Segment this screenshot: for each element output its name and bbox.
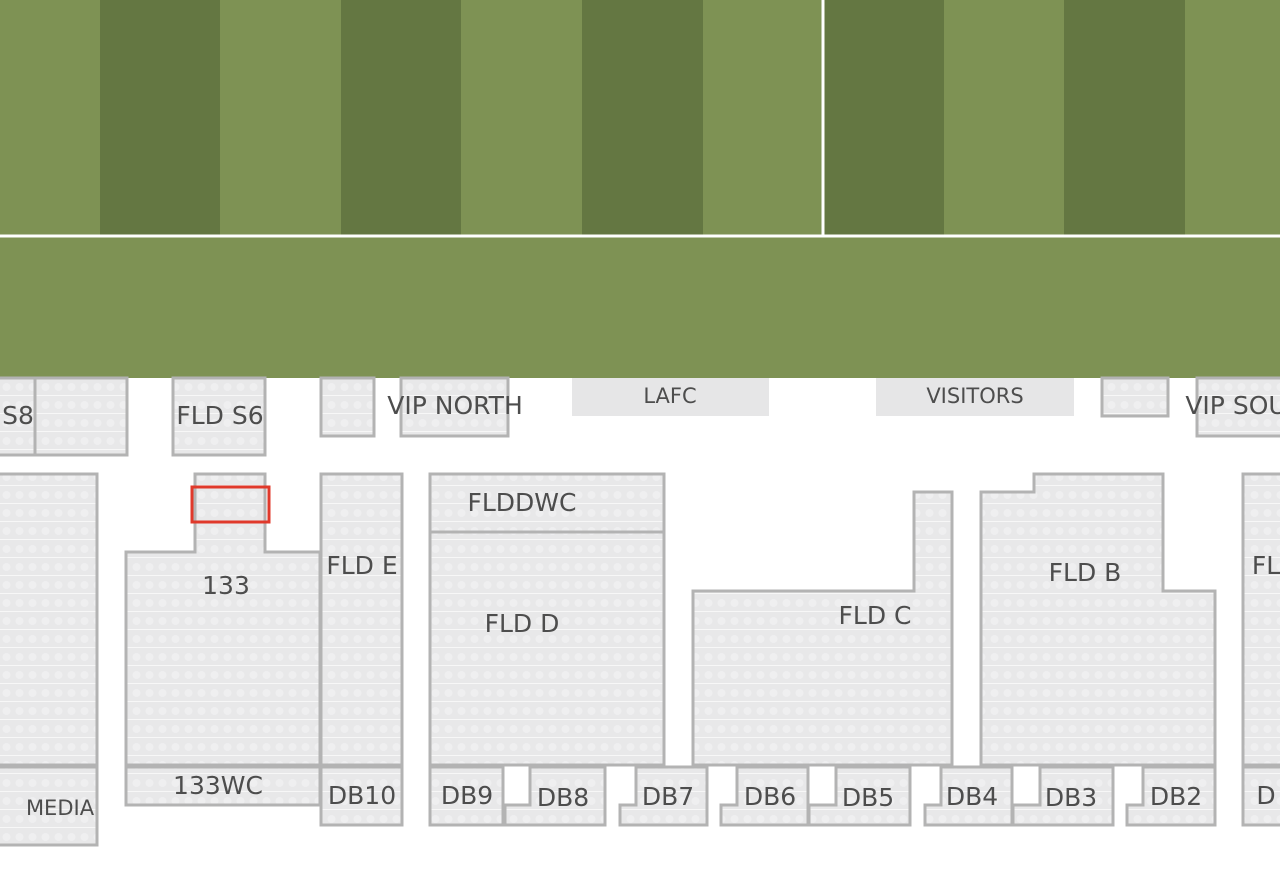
- section-label: FLDDWC: [468, 488, 577, 517]
- section[interactable]: [1100, 376, 1170, 418]
- section[interactable]: [171, 376, 267, 457]
- section-label: S8: [2, 401, 34, 430]
- section-label: DB8: [537, 783, 589, 812]
- pitch-stripe: [582, 0, 703, 235]
- section[interactable]: [719, 765, 810, 827]
- section[interactable]: [33, 376, 129, 457]
- section[interactable]: [1195, 376, 1280, 438]
- section-label: LAFC: [643, 384, 696, 408]
- section-label: DB7: [642, 782, 694, 811]
- section-label: DB2: [1150, 782, 1202, 811]
- section-label: FLD S6: [176, 401, 263, 430]
- selection-highlight: [190, 485, 271, 524]
- pitch-stripe: [1064, 0, 1185, 235]
- pitch: [0, 0, 1280, 378]
- section[interactable]: [399, 376, 510, 438]
- section[interactable]: [319, 765, 404, 827]
- section[interactable]: [1011, 765, 1115, 827]
- section-label: VISITORS: [926, 384, 1023, 408]
- section[interactable]: [0, 472, 99, 767]
- section-label: VIP NORTH: [387, 391, 523, 420]
- section[interactable]: [1241, 472, 1280, 767]
- section-label: DB3: [1045, 783, 1097, 812]
- section[interactable]: [428, 765, 505, 827]
- section[interactable]: [979, 472, 1217, 767]
- section-label: DB5: [842, 783, 894, 812]
- section-label: FL: [1252, 551, 1280, 580]
- section[interactable]: [807, 765, 912, 827]
- pitch-stripe: [823, 0, 944, 235]
- section[interactable]: [618, 765, 709, 827]
- section-label: 133WC: [173, 771, 263, 800]
- section-label: FLD E: [326, 551, 397, 580]
- section-label: FLD B: [1049, 558, 1122, 587]
- section-label: FLD D: [485, 609, 560, 638]
- sections[interactable]: S8 FLD S6 VIP NORTH LAFC VISITORS VIP SOU 133 1…: [0, 376, 1280, 847]
- section[interactable]: [503, 765, 607, 827]
- section[interactable]: [923, 765, 1014, 827]
- section[interactable]: [572, 378, 769, 416]
- section-label: D: [1256, 781, 1275, 810]
- section[interactable]: [1241, 765, 1280, 827]
- section[interactable]: [319, 376, 376, 438]
- section-label: FLD C: [839, 601, 912, 630]
- section[interactable]: [428, 530, 666, 767]
- section-label: DB6: [744, 782, 796, 811]
- pitch-stripe: [100, 0, 220, 235]
- section-label: DB4: [946, 782, 998, 811]
- section-label: VIP SOU: [1185, 391, 1280, 420]
- section[interactable]: [0, 376, 37, 457]
- section[interactable]: [876, 378, 1074, 416]
- section-label: DB10: [328, 781, 396, 810]
- section[interactable]: [691, 490, 954, 767]
- section[interactable]: [124, 472, 322, 767]
- section[interactable]: [319, 472, 404, 767]
- section[interactable]: [1125, 765, 1217, 827]
- section-label: DB9: [441, 781, 493, 810]
- pitch-stripe: [341, 0, 461, 235]
- section[interactable]: [0, 765, 99, 847]
- section-label: 133: [202, 571, 250, 600]
- section-label: MEDIA: [26, 796, 95, 820]
